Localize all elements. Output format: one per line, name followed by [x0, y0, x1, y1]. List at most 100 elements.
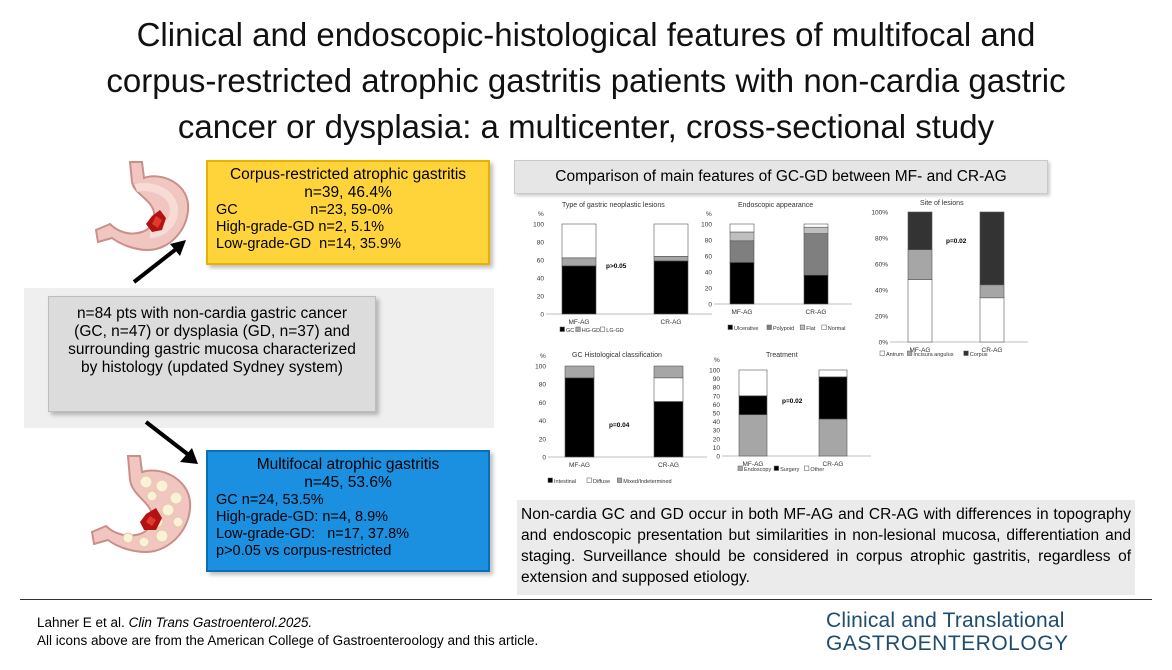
chart-ytick-label: 60%: [875, 262, 888, 269]
legend-swatch: [963, 350, 969, 356]
journal-brand-line1: Clinical and Translational: [826, 609, 1065, 632]
chart-title: Treatment: [766, 352, 798, 359]
chart-ytick-label: 20: [705, 286, 713, 293]
mf-heading: Multifocal atrophic gastritis: [256, 456, 440, 473]
chart-bar-segment: [653, 365, 684, 379]
arrow-down-right-icon: [144, 420, 198, 464]
chart-bar-segment: [738, 395, 768, 416]
chart-ytick-label: 10: [713, 445, 721, 452]
chart-title: Site of lesions: [920, 200, 964, 207]
comparison-header: Comparison of main features of GC-GD bet…: [514, 160, 1048, 194]
legend-swatch: [737, 465, 743, 471]
chart-bar-segment: [653, 260, 689, 315]
chart-ytick-label: 100: [535, 364, 546, 371]
footer-divider: [20, 599, 1152, 600]
chart-category-label: MF-AG: [743, 461, 764, 468]
legend-swatch: [773, 465, 779, 471]
legend-label: LG-GD: [606, 328, 623, 334]
chart-bar-segment: [907, 249, 933, 280]
chart-bar-segment: [979, 284, 1005, 299]
chart-ylabel: %: [714, 357, 720, 364]
legend-label: Corpus: [970, 352, 988, 358]
legend-label: Polypoid: [773, 326, 794, 332]
cr-heading: Corpus-restricted atrophic gastritis: [229, 166, 467, 183]
chart-ytick-label: 60: [537, 258, 545, 265]
chart-bar-segment: [803, 223, 829, 228]
chart-bar-segment: [979, 211, 1005, 286]
legend-label: Surgery: [780, 467, 800, 473]
chart-ytick-label: 100: [533, 222, 544, 229]
chart-category-label: MF-AG: [569, 462, 590, 469]
chart-bar-segment: [653, 401, 684, 458]
legend-label: Flat: [806, 326, 816, 332]
chart-ytick-label: 0%: [879, 340, 889, 347]
corpus-restricted-box: Corpus-restricted atrophic gastritis n=3…: [206, 160, 490, 265]
chart-bar-segment: [564, 365, 595, 379]
chart-category-label: CR-AG: [823, 461, 844, 468]
legend-swatch: [575, 326, 581, 332]
chart-bar-segment: [653, 256, 689, 262]
chart-category-label: CR-AG: [661, 319, 682, 326]
chart-ytick-label: 90: [713, 376, 721, 383]
legend-label: Incisura angulus: [913, 352, 953, 358]
title-line-3: cancer or dysplasia: a multicenter, cros…: [177, 108, 995, 145]
legend-swatch: [547, 477, 553, 483]
chart-ytick-label: 100: [709, 368, 720, 375]
citation-line: Lahner E et al. Clin Trans Gastroenterol…: [37, 614, 538, 632]
chart-ytick-label: 0: [708, 302, 712, 309]
chart-ytick-label: 100: [701, 222, 712, 229]
legend-label: GC: [566, 328, 574, 334]
title-line-2: corpus-restricted atrophic gastritis pat…: [106, 62, 1066, 99]
chart-ytick-label: 40: [705, 270, 713, 277]
chart-ytick-label: 60: [713, 402, 721, 409]
legend-swatch: [879, 350, 885, 356]
chart-bar-segment: [803, 226, 829, 234]
chart-ytick-label: 0: [540, 312, 544, 319]
legend-swatch: [559, 326, 565, 332]
chart-category-label: CR-AG: [658, 462, 679, 469]
chart-ylabel: %: [538, 211, 544, 218]
chart-ytick-label: 20%: [875, 314, 888, 321]
chart-ytick-label: 20: [539, 436, 547, 443]
chart-ylabel: %: [706, 211, 712, 218]
chart-category-label: CR-AG: [982, 347, 1003, 354]
legend-label: Other: [810, 467, 824, 473]
chart-pvalue-label: p=0.02: [782, 398, 803, 405]
chart-ytick-label: 50: [713, 411, 721, 418]
chart-ytick-label: 80: [539, 382, 547, 389]
chart-ytick-label: 20: [713, 436, 721, 443]
cr-line-gc: GC n=23, 59-0%: [216, 202, 393, 218]
chart-bar-segment: [738, 414, 768, 457]
chart-bar-segment: [818, 376, 848, 420]
chart-bar-segment: [729, 240, 755, 263]
citation: Lahner E et al. Clin Trans Gastroenterol…: [37, 614, 538, 650]
chart-pvalue-label: p=0.02: [946, 238, 967, 245]
chart-ytick-label: 40%: [875, 288, 888, 295]
chart-bar-segment: [729, 231, 755, 242]
legend-swatch: [804, 465, 810, 471]
chart-bar-segment: [907, 279, 933, 343]
conclusion-text: Non-cardia GC and GD occur in both MF-AG…: [517, 500, 1135, 595]
cr-n: n=39, 46.4%: [304, 184, 392, 201]
chart-ytick-label: 0: [716, 454, 720, 461]
legend-label: Mixed/Indetermined: [623, 479, 671, 485]
legend-swatch: [617, 477, 623, 483]
chart-category-label: MF-AG: [732, 309, 753, 316]
chart-bar-segment: [564, 377, 595, 458]
legend-swatch: [799, 324, 805, 330]
chart-bar-segment: [907, 211, 933, 251]
mf-line-gc: GC n=24, 53.5%: [216, 492, 324, 508]
cohort-text: n=84 pts with non-cardia gastric cancer …: [68, 305, 356, 376]
legend-swatch: [586, 477, 592, 483]
legend-label: HG-GD: [582, 328, 600, 334]
cr-line-lggd: Low-grade-GD n=14, 35.9%: [216, 236, 401, 252]
chart-bar-segment: [729, 262, 755, 305]
chart-category-label: CR-AG: [806, 309, 827, 316]
chart-bar-segment: [653, 223, 689, 257]
chart-ytick-label: 80: [713, 385, 721, 392]
chart-bar-segment: [738, 369, 768, 397]
chart-bar-segment: [561, 265, 597, 315]
legend-label: Normal: [828, 326, 846, 332]
chart-ytick-label: 60: [705, 254, 713, 261]
chart-ytick-label: 30: [713, 428, 721, 435]
